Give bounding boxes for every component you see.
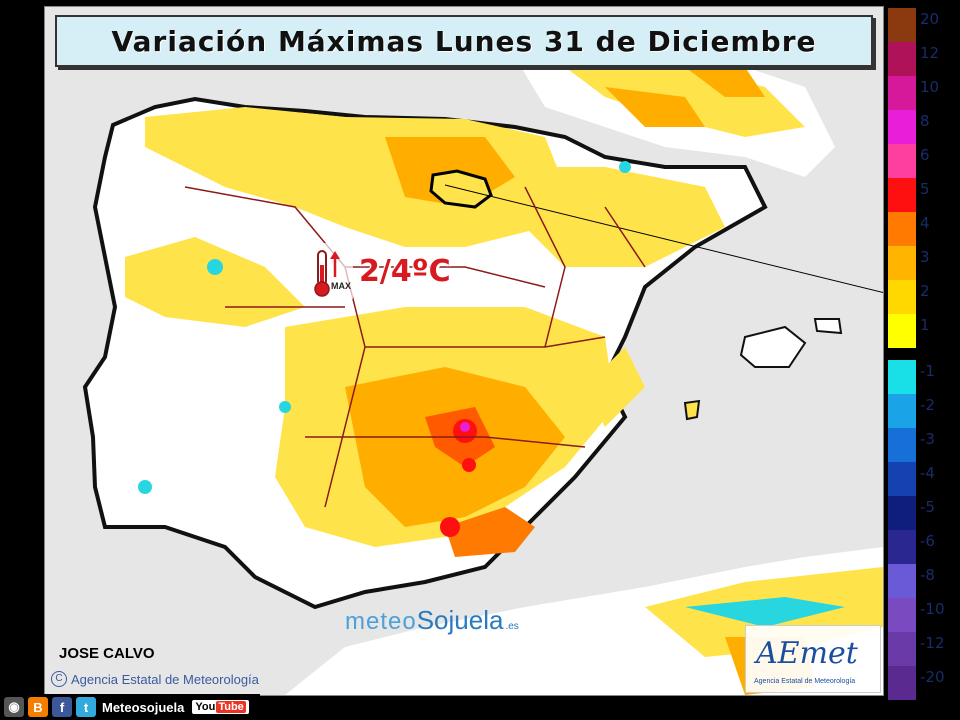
legend-label: -3	[920, 430, 935, 448]
legend-label: -6	[920, 532, 935, 550]
meteosojuela-watermark: meteo Sojuela .es	[345, 605, 519, 636]
facebook-icon[interactable]: f	[52, 697, 72, 717]
legend-label: 20	[920, 10, 940, 28]
legend-label: -12	[920, 634, 945, 652]
legend-swatch	[888, 144, 916, 178]
legend-label: -1	[920, 362, 935, 380]
legend-label: 2	[920, 282, 930, 300]
youtube-tube: Tube	[216, 701, 246, 713]
legend-swatch	[888, 178, 916, 212]
legend-label: 10	[920, 78, 940, 96]
social-name: Meteosojuela	[102, 699, 185, 715]
temperature-range: 2/4ºC	[359, 253, 451, 289]
legend-label: 6	[920, 146, 930, 164]
legend-swatch	[888, 428, 916, 462]
legend-swatch	[888, 42, 916, 76]
youtube-icon[interactable]: You Tube	[192, 700, 249, 714]
legend-swatch	[888, 632, 916, 666]
legend-swatch	[888, 666, 916, 700]
legend-swatch	[888, 212, 916, 246]
legend-swatch	[888, 8, 916, 42]
legend-swatch	[888, 564, 916, 598]
aemet-logo: AEmet Agencia Estatal de Meteorología	[745, 625, 881, 693]
temperature-map	[45, 7, 883, 695]
instagram-icon[interactable]: ◉	[4, 697, 24, 717]
social-bar: ◉ B f t Meteosojuela You Tube	[0, 694, 260, 720]
map-title: Variación Máximas Lunes 31 de Diciembre	[111, 24, 817, 58]
brand-part1: meteo	[345, 608, 417, 635]
legend-swatch	[888, 394, 916, 428]
copyright-icon: C	[51, 671, 67, 687]
twitter-icon[interactable]: t	[76, 697, 96, 717]
legend-label: -5	[920, 498, 935, 516]
legend-label: -20	[920, 668, 945, 686]
legend-label: 3	[920, 248, 930, 266]
legend-swatch	[888, 110, 916, 144]
thermometer-up-icon: MAX	[309, 243, 353, 299]
legend-label: 8	[920, 112, 930, 130]
title-box: Variación Máximas Lunes 31 de Diciembre	[55, 15, 873, 67]
legend-swatch	[888, 462, 916, 496]
brand-suffix: .es	[505, 621, 519, 632]
blogger-icon[interactable]: B	[28, 697, 48, 717]
legend-label: 12	[920, 44, 940, 62]
brand-part2: Sojuela	[416, 605, 504, 635]
youtube-you: You	[195, 701, 216, 713]
legend-swatch	[888, 496, 916, 530]
legend-swatch	[888, 530, 916, 564]
max-label: MAX	[331, 281, 351, 291]
legend-swatch	[888, 246, 916, 280]
legend-label: -10	[920, 600, 945, 618]
legend-swatch	[888, 360, 916, 394]
legend-label: -2	[920, 396, 935, 414]
agency-name: Agencia Estatal de Meteorología	[71, 671, 259, 687]
legend-label: -4	[920, 464, 935, 482]
color-legend: 20 12 10 8 6 5 4 3 2 1 -1 -2 -3 -4 -5 -6 -8 -10 -12 -20	[886, 8, 960, 700]
aemet-logo-text: AEmet	[756, 636, 858, 671]
legend-label: 4	[920, 214, 930, 232]
agency-credit: C Agencia Estatal de Meteorología	[51, 671, 259, 687]
legend-label: -8	[920, 566, 935, 584]
legend-label: 5	[920, 180, 930, 198]
legend-swatch	[888, 76, 916, 110]
legend-swatch	[888, 280, 916, 314]
author-credit: JOSE CALVO	[59, 645, 155, 662]
legend-label: 1	[920, 316, 930, 334]
legend-swatch	[888, 598, 916, 632]
max-temp-annotation: MAX 2/4ºC	[309, 243, 451, 299]
aemet-logo-subtitle: Agencia Estatal de Meteorología	[754, 678, 856, 685]
legend-swatch	[888, 314, 916, 348]
map-frame: Variación Máximas Lunes 31 de Diciembre …	[44, 6, 884, 696]
